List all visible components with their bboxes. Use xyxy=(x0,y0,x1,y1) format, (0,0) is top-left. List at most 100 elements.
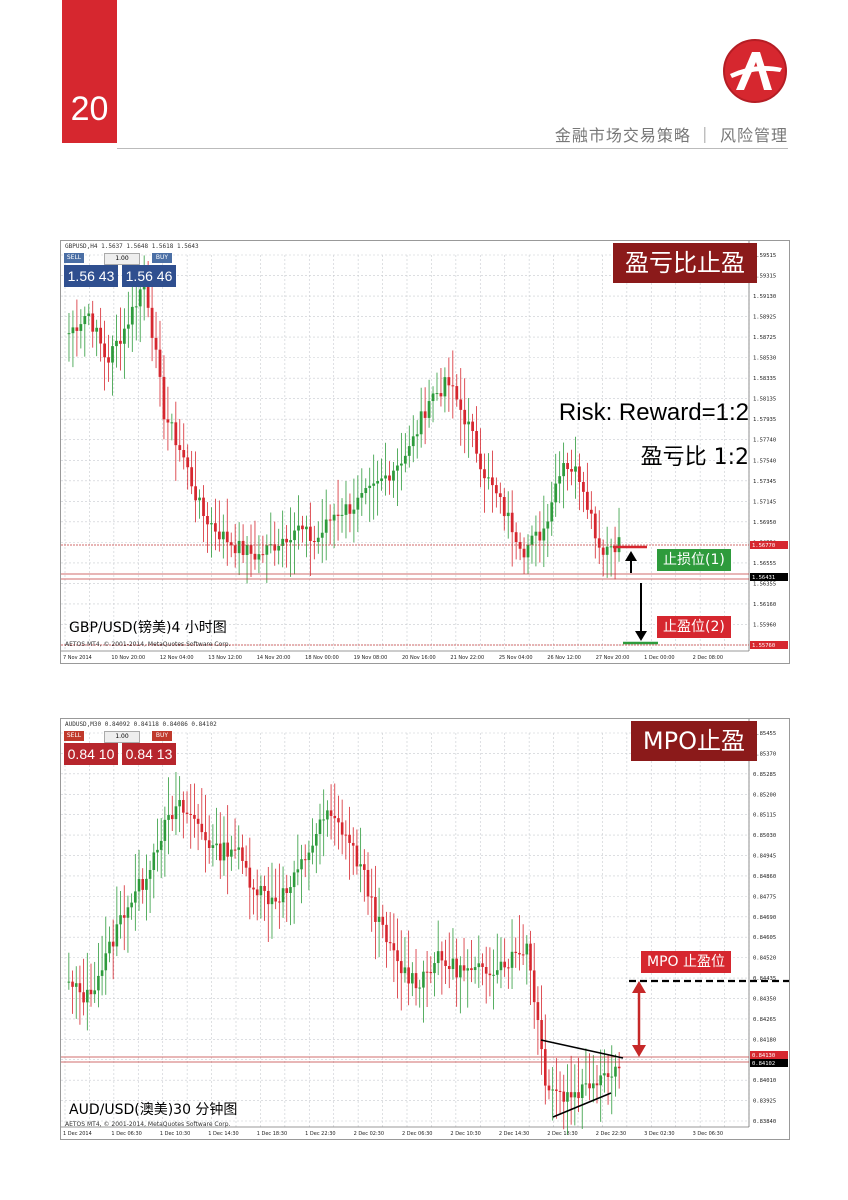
candle-body xyxy=(344,834,348,836)
candle-body xyxy=(589,509,593,514)
candle-body xyxy=(599,1075,602,1086)
candle-body xyxy=(372,483,376,486)
candle-body xyxy=(210,523,213,525)
candle-body xyxy=(451,385,455,387)
candle-body xyxy=(348,834,351,843)
candle-body xyxy=(532,970,536,1003)
candle-body xyxy=(130,306,134,325)
risk-reward-cn: 盈亏比 1:2 xyxy=(640,445,749,470)
buy-price[interactable]: 1.56 46 xyxy=(122,265,176,287)
candle-body xyxy=(186,457,190,468)
candle-body xyxy=(333,815,337,819)
header-divider xyxy=(117,148,788,149)
candle-body xyxy=(141,879,145,890)
candle-body xyxy=(274,897,277,902)
candle-body xyxy=(366,869,370,897)
risk-reward-en: Risk: Reward=1:2 xyxy=(558,399,749,426)
price-tick-label: 1.58530 xyxy=(753,356,776,362)
candle-body xyxy=(585,491,589,510)
candle-body xyxy=(392,943,396,951)
time-tick-label: 18 Nov 00:00 xyxy=(305,655,339,661)
candle-body xyxy=(229,542,233,546)
candle-body xyxy=(466,968,470,971)
candle-body xyxy=(67,981,71,983)
candle-body xyxy=(384,475,387,479)
candle-body xyxy=(340,822,344,835)
sell-button[interactable]: SELL xyxy=(64,731,84,741)
candle-body xyxy=(311,845,314,853)
candle-body xyxy=(447,377,451,386)
candle-body xyxy=(308,526,312,542)
candle-body xyxy=(122,328,126,344)
candle-body xyxy=(477,963,481,968)
buy-price[interactable]: 0.84 13 xyxy=(122,743,176,765)
candle-body xyxy=(558,476,562,484)
one-click-trade-panel: SELL 1.00 BUY 1.56 43 1.56 46 xyxy=(64,253,176,289)
candle-body xyxy=(145,878,148,890)
lot-size-field[interactable]: 1.00 xyxy=(104,253,140,265)
candle-body xyxy=(134,891,137,903)
sell-price[interactable]: 0.84 10 xyxy=(64,743,118,765)
candle-body xyxy=(562,463,566,477)
candle-body xyxy=(265,545,269,555)
triangle-lower-line xyxy=(552,1092,612,1118)
buy-button[interactable]: BUY xyxy=(152,731,172,741)
candle-body xyxy=(237,847,241,850)
candle-body xyxy=(182,800,185,813)
candle-body xyxy=(530,535,534,545)
copyright: AETOS MT4, © 2001-2014, MetaQuotes Softw… xyxy=(65,641,231,648)
candle-body xyxy=(261,554,265,556)
audusd-plot: 0.85455 0.85370 0.85285 0.85200 0.85115 0.850… xyxy=(61,719,789,1137)
price-tick-label: 1.58725 xyxy=(753,335,776,341)
candle-body xyxy=(182,450,186,458)
candle-body xyxy=(613,546,617,553)
candle-body xyxy=(300,859,303,870)
price-highlight-bottom-bg xyxy=(750,641,788,649)
candle-body xyxy=(542,528,546,541)
candle-body xyxy=(617,1066,621,1069)
candle-body xyxy=(597,538,601,548)
candle-body xyxy=(570,469,573,472)
candle-body xyxy=(222,842,226,861)
candle-body xyxy=(241,540,245,555)
candle-body xyxy=(270,897,274,905)
candle-body xyxy=(237,540,241,554)
candle-body xyxy=(137,879,141,892)
candle-body xyxy=(259,885,263,896)
one-click-trade-panel: SELL 1.00 BUY 0.84 10 0.84 13 xyxy=(64,731,176,767)
candle-body xyxy=(473,967,477,971)
candle-body xyxy=(162,376,166,420)
lot-size-field[interactable]: 1.00 xyxy=(104,731,140,743)
candle-body xyxy=(451,958,455,970)
candle-body xyxy=(419,411,423,435)
candle-body xyxy=(305,526,308,530)
candle-body xyxy=(355,845,359,867)
price-tick-label: 0.84945 xyxy=(753,854,776,860)
buy-button[interactable]: BUY xyxy=(152,253,172,263)
candle-body xyxy=(439,393,443,397)
candle-body xyxy=(329,810,333,816)
candle-body xyxy=(194,486,197,501)
price-highlight-top: 1.56770 xyxy=(752,543,775,549)
candle-body xyxy=(336,514,340,516)
sell-price[interactable]: 1.56 43 xyxy=(64,265,118,287)
chart-audusd: 0.85455 0.85370 0.85285 0.85200 0.85115 0.850… xyxy=(60,718,790,1140)
candle-body xyxy=(526,544,530,558)
time-tick-label: 2 Dec 18:30 xyxy=(547,1131,577,1137)
candle-body xyxy=(119,915,122,925)
candle-body xyxy=(178,445,182,451)
candle-body xyxy=(138,289,142,307)
candle-body xyxy=(407,446,411,456)
price-tick-label: 0.85285 xyxy=(753,772,776,778)
candle-body xyxy=(385,924,388,943)
candle-body xyxy=(396,950,399,962)
candle-body xyxy=(174,806,178,820)
sell-button[interactable]: SELL xyxy=(64,253,84,263)
candle-body xyxy=(178,800,181,807)
time-tick-label: 25 Nov 04:00 xyxy=(499,655,533,661)
chart-caption: AUD/USD(澳美)30 分钟图 xyxy=(69,1102,238,1118)
candle-body xyxy=(71,981,74,987)
candle-body xyxy=(245,544,249,555)
price-tick-label: 1.59315 xyxy=(753,274,776,280)
candle-body xyxy=(603,1073,606,1076)
